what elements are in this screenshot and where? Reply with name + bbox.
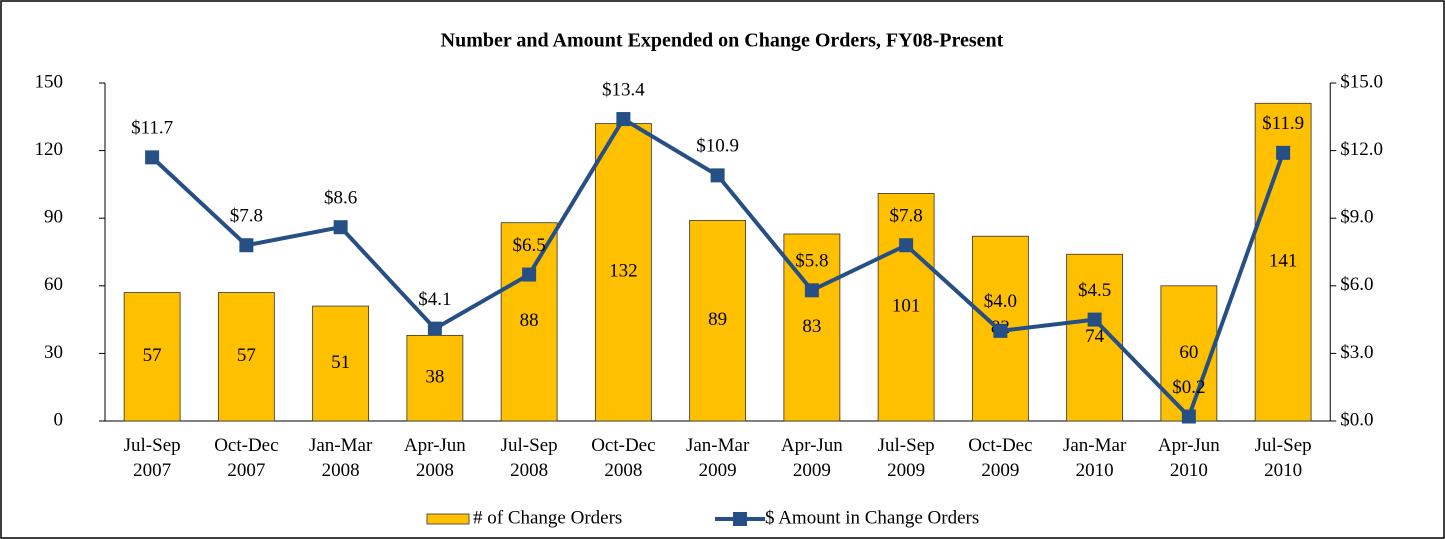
line-marker — [1276, 145, 1291, 160]
y2-tick-label: $12.0 — [1340, 139, 1383, 160]
line-value-label: $4.1 — [418, 289, 451, 310]
bar-value-label: 60 — [1179, 342, 1198, 363]
legend-marker — [733, 512, 747, 526]
y-tick-label: 90 — [44, 207, 63, 228]
line-marker — [427, 321, 442, 336]
bar — [217, 292, 275, 422]
line-marker — [522, 267, 537, 282]
line-value-label: $11.7 — [131, 118, 173, 139]
bar-value-label: 38 — [425, 367, 444, 388]
x-tick-label: Apr-Jun 2008 — [404, 435, 466, 481]
line-value-label: $7.8 — [230, 206, 263, 227]
x-tick-label: Jul-Sep 2009 — [878, 435, 935, 481]
line-value-label: $5.8 — [795, 251, 828, 272]
bar-value-label: 57 — [143, 345, 162, 366]
line-value-label: $11.9 — [1262, 113, 1304, 134]
bar — [406, 334, 464, 422]
line-marker — [899, 238, 914, 253]
bar-value-label: 132 — [609, 261, 638, 282]
bar-value-label: 74 — [1085, 326, 1105, 347]
x-tick-label: Apr-Jun 2009 — [781, 435, 843, 481]
line-marker — [333, 220, 348, 235]
legend-label: # of Change Orders — [473, 507, 622, 528]
x-tick-label: Jan-Mar 2008 — [309, 435, 373, 481]
line-value-label: $13.4 — [602, 79, 645, 100]
x-tick-label: Jul-Sep 2010 — [1255, 435, 1312, 481]
legend-swatch — [426, 513, 470, 525]
y2-tick-label: $6.0 — [1340, 274, 1373, 295]
bar-value-label: 101 — [892, 296, 921, 317]
line-value-label: $8.6 — [324, 188, 357, 209]
y-tick-label: 60 — [44, 274, 63, 295]
y2-tick-label: $3.0 — [1340, 342, 1373, 363]
y2-tick-label: $9.0 — [1340, 207, 1373, 228]
x-tick-label: Jan-Mar 2010 — [1063, 435, 1127, 481]
line-marker — [1181, 409, 1196, 424]
line-marker — [145, 150, 160, 165]
line-value-label: $4.5 — [1078, 280, 1111, 301]
y-tick-label: 30 — [44, 342, 63, 363]
line-marker — [1087, 312, 1102, 327]
bar — [877, 193, 935, 422]
bar — [689, 220, 747, 422]
line-value-label: $7.8 — [890, 206, 923, 227]
y2-tick-label: $0.0 — [1340, 409, 1373, 430]
line-value-label: $0.2 — [1172, 377, 1205, 398]
line-marker — [710, 168, 725, 183]
bar-value-label: 83 — [802, 316, 821, 337]
line-value-label: $4.0 — [984, 291, 1017, 312]
x-tick-label: Oct-Dec 2009 — [968, 435, 1032, 481]
y2-tick-label: $15.0 — [1340, 71, 1383, 92]
line-value-label: $6.5 — [513, 235, 546, 256]
bar-value-label: 141 — [1269, 250, 1298, 271]
bar — [594, 123, 652, 422]
x-tick-label: Oct-Dec 2008 — [591, 435, 655, 481]
chart-title: Number and Amount Expended on Change Ord… — [441, 30, 1004, 52]
bar — [500, 222, 558, 422]
x-tick-label: Jul-Sep 2008 — [501, 435, 558, 481]
legend-label: $ Amount in Change Orders — [765, 507, 979, 528]
x-tick-label: Jul-Sep 2007 — [124, 435, 181, 481]
x-tick-label: Apr-Jun 2010 — [1158, 435, 1220, 481]
x-tick-label: Jan-Mar 2009 — [686, 435, 750, 481]
bar — [312, 305, 370, 422]
bar-value-label: 88 — [520, 310, 539, 331]
line-marker — [804, 283, 819, 298]
line-value-label: $10.9 — [696, 136, 739, 157]
bar-value-label: 51 — [331, 352, 350, 373]
y-tick-label: 120 — [35, 139, 64, 160]
bar-value-label: 89 — [708, 309, 727, 330]
line-marker — [239, 238, 254, 253]
x-tick-label: Oct-Dec 2007 — [214, 435, 278, 481]
bar-value-label: 57 — [237, 345, 256, 366]
line-marker — [993, 323, 1008, 338]
line-marker — [616, 112, 631, 127]
bar — [123, 292, 181, 422]
y-tick-label: 0 — [54, 409, 64, 430]
y-tick-label: 150 — [35, 71, 64, 92]
